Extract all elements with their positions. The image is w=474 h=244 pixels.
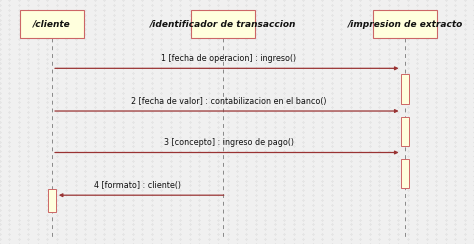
- Text: 4 [formato] : cliente(): 4 [formato] : cliente(): [94, 181, 181, 190]
- Text: 1 [fecha de operacion] : ingreso(): 1 [fecha de operacion] : ingreso(): [161, 54, 296, 63]
- Text: /cliente: /cliente: [33, 20, 71, 29]
- Bar: [401, 159, 409, 188]
- Bar: [191, 10, 255, 38]
- Text: /identificador de transaccion: /identificador de transaccion: [150, 20, 296, 29]
- Bar: [401, 117, 409, 146]
- Text: /impresion de extracto: /impresion de extracto: [347, 20, 463, 29]
- Text: 3 [concepto] : ingreso de pago(): 3 [concepto] : ingreso de pago(): [164, 138, 294, 147]
- Bar: [20, 10, 84, 38]
- Text: 2 [fecha de valor] : contabilizacion en el banco(): 2 [fecha de valor] : contabilizacion en …: [131, 97, 327, 106]
- Bar: [48, 189, 56, 212]
- Bar: [401, 74, 409, 104]
- Bar: [373, 10, 437, 38]
